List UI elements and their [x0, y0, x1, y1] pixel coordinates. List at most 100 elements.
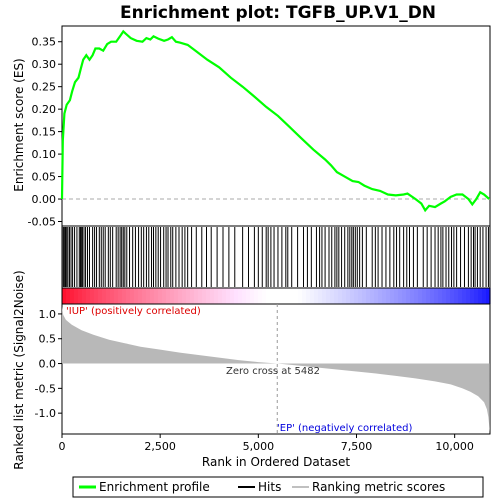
heat-bar-cell: [306, 288, 311, 304]
heat-bar-cell: [310, 288, 315, 304]
heat-bar-cell: [298, 288, 303, 304]
heat-bar-cell: [94, 288, 99, 304]
heat-bar-cell: [366, 288, 371, 304]
heat-bar-cell: [294, 288, 299, 304]
heat-bar-cell: [358, 288, 363, 304]
heat-bar-cell: [70, 288, 75, 304]
heat-bar-cell: [282, 288, 287, 304]
heat-bar-cell: [214, 288, 219, 304]
metric-y-tick-label: 0.5: [39, 333, 57, 346]
positive-correlation-label: 'IUP' (positively correlated): [66, 306, 201, 317]
x-tick-label: 10,000: [435, 440, 474, 453]
heat-bar-cell: [486, 288, 491, 304]
hits-markers: [61, 227, 489, 287]
x-tick-label: 5,000: [243, 440, 275, 453]
heat-bar-cell: [102, 288, 107, 304]
heat-bar-cell: [278, 288, 283, 304]
heat-bar-cell: [338, 288, 343, 304]
heat-bar-cell: [262, 288, 267, 304]
heat-bar-cell: [250, 288, 255, 304]
es-y-tick-label: 0.05: [32, 171, 57, 184]
heat-bar-cell: [414, 288, 419, 304]
heat-bar-cell: [254, 288, 259, 304]
heat-bar-cell: [202, 288, 207, 304]
es-y-tick-label: 0.10: [32, 148, 57, 161]
heat-bar-cell: [62, 288, 67, 304]
heat-bar-cell: [82, 288, 87, 304]
metric-panel-frame: [61, 303, 491, 435]
es-y-tick-label: 0.00: [32, 193, 57, 206]
heat-bar-cell: [478, 288, 483, 304]
heat-bar-cell: [438, 288, 443, 304]
heat-bar-cell: [398, 288, 403, 304]
heat-bar-cell: [198, 288, 203, 304]
heat-bar-cell: [162, 288, 167, 304]
metric-y-tick-label: -0.5: [35, 382, 56, 395]
heat-bar-cell: [210, 288, 215, 304]
heat-bar-cell: [274, 288, 279, 304]
heat-bar-cell: [374, 288, 379, 304]
heat-bar-cell: [142, 288, 147, 304]
heat-bar-cell: [98, 288, 103, 304]
heat-bar-cell: [190, 288, 195, 304]
heat-bar-cell: [242, 288, 247, 304]
heat-bar-cell: [482, 288, 487, 304]
heat-bar-cell: [78, 288, 83, 304]
heat-bar-cell: [170, 288, 175, 304]
heat-bar-cell: [470, 288, 475, 304]
heat-bar-cell: [458, 288, 463, 304]
heat-bar-cell: [334, 288, 339, 304]
heat-bar-cell: [166, 288, 171, 304]
heat-bar-cell: [194, 288, 199, 304]
heat-bar-cell: [354, 288, 359, 304]
heat-bar-cell: [450, 288, 455, 304]
heat-bar-cell: [322, 288, 327, 304]
heat-bar-cell: [114, 288, 119, 304]
heat-bar-cell: [442, 288, 447, 304]
legend-hits-label: Hits: [258, 480, 281, 494]
heat-bar-cell: [66, 288, 71, 304]
heat-bar-cell: [370, 288, 375, 304]
heat-bar-cell: [218, 288, 223, 304]
metric-y-tick-label: 0.0: [39, 358, 57, 371]
rank-heat-bar: [62, 288, 491, 304]
heat-bar-cell: [406, 288, 411, 304]
heat-bar-cell: [226, 288, 231, 304]
heat-bar-cell: [90, 288, 95, 304]
heat-bar-cell: [230, 288, 235, 304]
heat-bar-cell: [290, 288, 295, 304]
heat-bar-cell: [346, 288, 351, 304]
heat-bar-cell: [270, 288, 275, 304]
heat-bar-cell: [106, 288, 111, 304]
x-tick-label: 2,500: [144, 440, 176, 453]
es-y-tick-label: 0.20: [32, 103, 57, 116]
heat-bar-cell: [446, 288, 451, 304]
ranking-metric-area: [62, 306, 490, 432]
heat-bar-cell: [258, 288, 263, 304]
heat-bar-cell: [362, 288, 367, 304]
heat-bar-cell: [426, 288, 431, 304]
heat-bar-cell: [402, 288, 407, 304]
heat-bar-cell: [150, 288, 155, 304]
x-tick-label: 7,500: [341, 440, 373, 453]
heat-bar-cell: [186, 288, 191, 304]
heat-bar-cell: [138, 288, 143, 304]
heat-bar-cell: [330, 288, 335, 304]
metric-y-tick-label: -1.0: [35, 407, 56, 420]
heat-bar-cell: [462, 288, 467, 304]
heat-bar-cell: [118, 288, 123, 304]
x-axis-label: Rank in Ordered Dataset: [202, 455, 350, 469]
heat-bar-cell: [386, 288, 391, 304]
heat-bar-cell: [266, 288, 271, 304]
heat-bar-cell: [130, 288, 135, 304]
heat-bar-cell: [222, 288, 227, 304]
es-y-axis: -0.05 0.00 0.05 0.10 0.15 0.20 0.25 0.30 0.35: [28, 36, 62, 229]
heat-bar-cell: [126, 288, 131, 304]
heat-bar-cell: [238, 288, 243, 304]
heat-bar-cell: [146, 288, 151, 304]
heat-bar-cell: [378, 288, 383, 304]
legend-enrichment-label: Enrichment profile: [99, 480, 210, 494]
heat-bar-cell: [154, 288, 159, 304]
enrichment-profile-line: [60, 29, 490, 213]
